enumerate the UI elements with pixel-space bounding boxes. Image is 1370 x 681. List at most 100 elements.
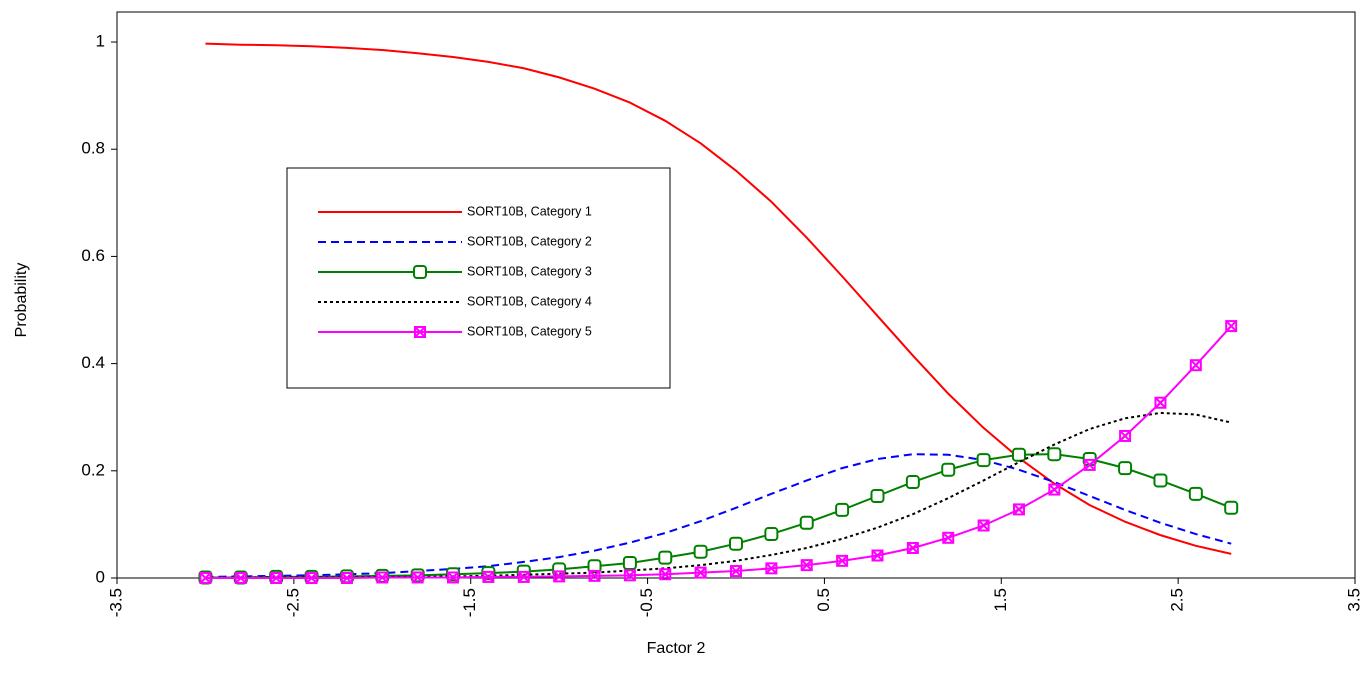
marker-shape xyxy=(376,571,388,584)
marker xyxy=(835,502,850,517)
y-tick-label: 0.4 xyxy=(81,353,105,372)
marker xyxy=(1012,503,1025,516)
marker-shape xyxy=(482,570,495,583)
marker-shape xyxy=(694,566,707,579)
marker xyxy=(623,569,636,582)
marker-shape xyxy=(1224,500,1239,515)
marker xyxy=(1118,461,1133,476)
marker-shape xyxy=(1047,447,1062,462)
marker-shape xyxy=(447,571,460,584)
marker-shape xyxy=(765,562,778,575)
marker-shape xyxy=(977,519,990,532)
marker-shape xyxy=(801,559,813,571)
marker-shape xyxy=(906,541,919,554)
marker-shape xyxy=(871,549,884,562)
series-line xyxy=(205,411,1232,579)
marker-shape xyxy=(270,572,282,584)
marker-shape xyxy=(765,562,778,575)
marker-shape xyxy=(1048,483,1061,496)
marker-shape xyxy=(976,453,991,468)
marker xyxy=(199,572,212,584)
x-tick-label: 3.5 xyxy=(1344,588,1363,612)
x-tick-label: -3.5 xyxy=(106,588,125,617)
marker-shape xyxy=(905,475,920,490)
marker xyxy=(622,555,637,570)
marker-shape xyxy=(270,572,283,584)
marker xyxy=(1188,486,1203,501)
marker-shape xyxy=(942,531,955,544)
marker-shape xyxy=(1190,359,1202,371)
marker-shape xyxy=(376,571,389,584)
y-tick-label: 0 xyxy=(96,567,105,586)
marker-shape xyxy=(1153,473,1168,488)
marker-shape xyxy=(234,572,247,584)
y-tick-label: 0.2 xyxy=(81,460,105,479)
x-tick-label: -2.5 xyxy=(283,588,302,617)
marker-shape xyxy=(942,532,954,544)
marker xyxy=(765,562,778,575)
marker xyxy=(836,554,849,567)
marker xyxy=(659,568,672,581)
marker xyxy=(729,536,743,551)
legend-label: SORT10B, Category 2 xyxy=(467,234,592,248)
marker-shape xyxy=(977,519,990,532)
marker-shape xyxy=(414,326,426,338)
marker xyxy=(1048,483,1061,496)
marker-shape xyxy=(624,569,636,582)
marker-shape xyxy=(517,570,530,583)
marker-shape xyxy=(1225,320,1237,332)
legend: SORT10B, Category 1 SORT10B, Category 2 SO… xyxy=(286,167,671,389)
marker-shape xyxy=(1189,359,1202,372)
marker-shape xyxy=(1012,503,1025,516)
marker xyxy=(905,475,920,490)
marker xyxy=(234,572,247,584)
legend-box xyxy=(286,167,671,389)
marker-shape xyxy=(340,572,353,584)
marker-shape xyxy=(870,488,885,503)
marker-shape xyxy=(799,515,814,530)
marker xyxy=(1083,458,1096,471)
marker-shape xyxy=(1084,459,1096,471)
x-tick-label: 1.5 xyxy=(991,588,1010,612)
legend-label: SORT10B, Category 3 xyxy=(467,264,592,278)
x-tick-label: 2.5 xyxy=(1168,588,1187,612)
x-tick-label: -1.5 xyxy=(460,588,479,617)
marker xyxy=(340,572,353,584)
marker-shape xyxy=(305,572,318,584)
marker-shape xyxy=(482,571,495,583)
marker xyxy=(305,572,318,584)
marker xyxy=(799,515,814,530)
marker-shape xyxy=(411,571,424,584)
marker xyxy=(871,549,884,562)
y-axis-title: Probability xyxy=(13,263,30,338)
marker xyxy=(1047,447,1062,462)
marker xyxy=(1224,500,1239,515)
marker xyxy=(411,571,424,584)
marker xyxy=(270,572,283,584)
marker xyxy=(906,541,919,554)
marker-shape xyxy=(764,527,779,542)
marker-shape xyxy=(693,544,708,559)
marker-shape xyxy=(907,542,919,554)
y-tick-label: 1 xyxy=(96,31,105,50)
marker-shape xyxy=(199,572,212,584)
marker-shape xyxy=(235,572,247,584)
x-axis-title: Factor 2 xyxy=(647,640,706,657)
marker-shape xyxy=(341,572,353,584)
marker xyxy=(414,326,426,338)
x-tick-label: 0.5 xyxy=(814,588,833,612)
marker-shape xyxy=(730,565,742,578)
marker xyxy=(482,570,495,583)
marker-shape xyxy=(941,462,956,477)
marker-shape xyxy=(836,555,848,567)
marker-shape xyxy=(518,571,530,583)
marker xyxy=(800,559,813,572)
marker-shape xyxy=(413,265,427,279)
marker-shape xyxy=(553,570,565,583)
marker-shape xyxy=(871,549,884,562)
marker-shape xyxy=(305,572,318,584)
marker-shape xyxy=(659,568,671,580)
marker xyxy=(1225,320,1238,333)
